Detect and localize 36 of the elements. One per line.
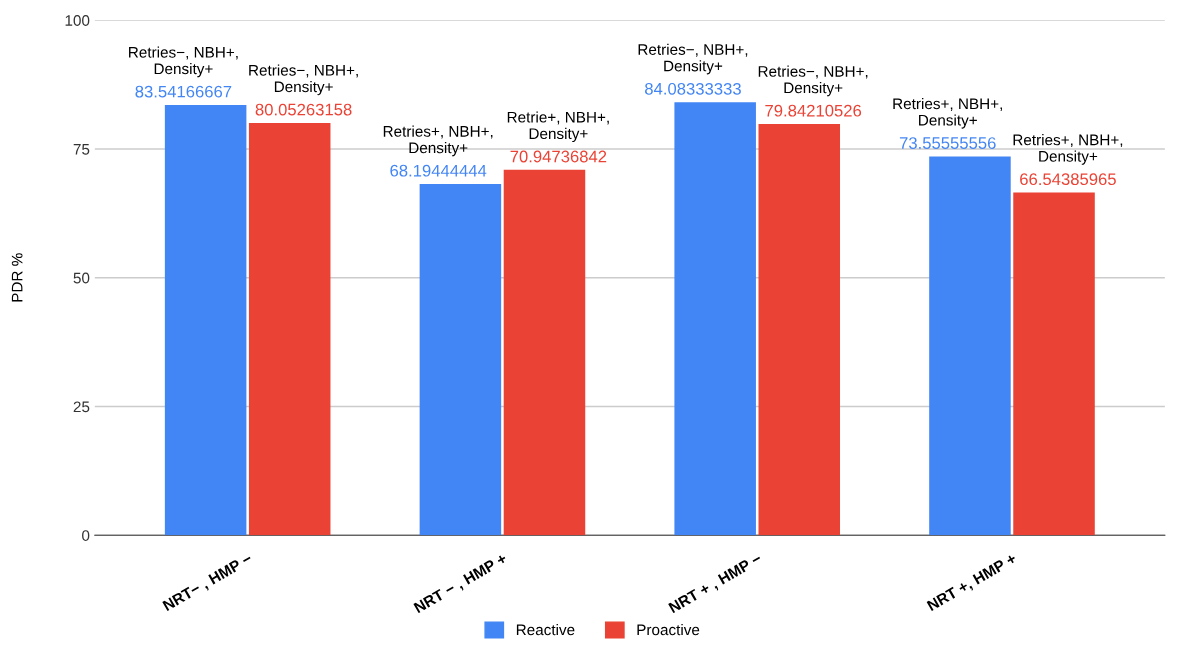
legend-label: Proactive [637,624,700,636]
data-label: 79.84210526 [765,104,862,117]
y-tick-label: 75 [73,144,90,155]
bar [1013,192,1095,536]
x-tick-label: NRT− , HMP − [162,552,254,614]
data-label: 68.19444444 [390,164,487,177]
bar [929,156,1011,536]
annotation: Retrie+, NBH+, Density+ [507,111,609,143]
legend-label: Reactive [516,624,575,636]
annotation: Retries+, NBH+, Density+ [893,97,1002,129]
annotation: Retries+, NBH+, Density+ [383,125,493,157]
bar [674,102,756,536]
annotation: Retries+, NBH+, Density+ [1013,134,1123,165]
y-axis-title: PDR % [11,253,23,302]
bar [248,122,331,536]
data-label: 83.54166667 [135,85,232,98]
bar [164,104,247,536]
annotation: Retries−, NBH+, Density+ [758,65,868,97]
annotation: Retries−, NBH+, Density+ [638,43,748,75]
data-label: 70.94736842 [510,150,607,163]
data-label: 73.55555556 [899,137,996,149]
bar [503,169,586,536]
annotation: Retries−, NBH+, Density+ [129,46,238,78]
bar [419,184,502,536]
y-tick-label: 50 [73,272,90,284]
x-tick-label: NRT + , HMP − [668,552,764,616]
data-label: 84.08333333 [645,82,741,95]
y-tick-label: 25 [73,401,90,413]
y-tick-label: 0 [82,530,90,541]
annotation: Retries−, NBH+, Density+ [249,64,358,96]
x-tick-label: NRT +, HMP + [926,552,1019,614]
data-label: 66.54385965 [1020,173,1116,186]
data-label: 80.05263158 [255,103,352,116]
y-tick-label: 100 [65,15,90,26]
x-tick-label: NRT − , HMP + [413,552,509,616]
bar [758,124,841,536]
